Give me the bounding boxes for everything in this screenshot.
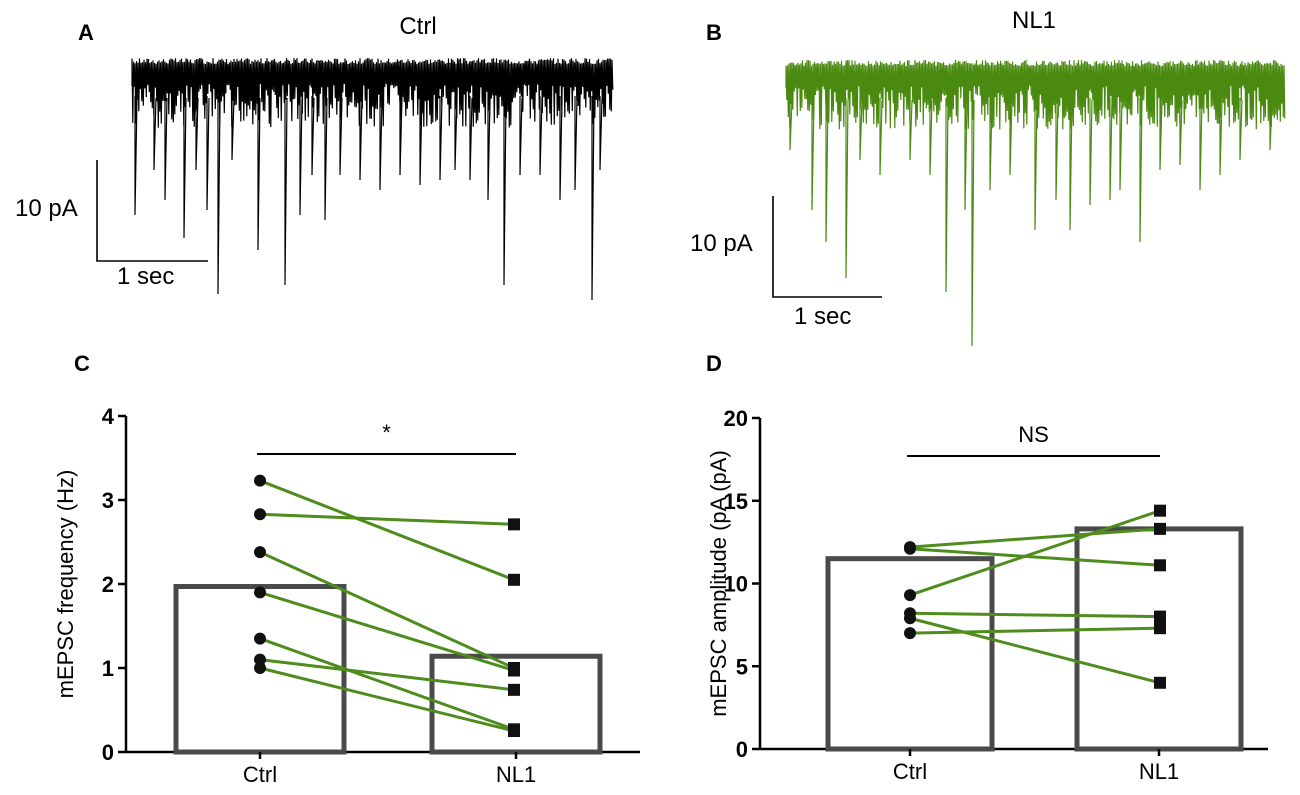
- ctrl-trace: [131, 58, 614, 301]
- panel-a-scale-x: 1 sec: [117, 263, 174, 290]
- panel-b-scale-bar: [772, 196, 882, 298]
- x-tick-label: Ctrl: [893, 759, 927, 784]
- panel-b-scale-y: 10 pA: [690, 230, 753, 257]
- ctrl-point: [254, 662, 266, 674]
- nl1-point: [508, 518, 520, 531]
- pair-line: [259, 479, 515, 582]
- pair-line: [909, 527, 1161, 549]
- nl1-point: [508, 573, 520, 586]
- ctrl-point: [254, 546, 266, 559]
- pair-line: [259, 590, 515, 672]
- nl1-point: [508, 725, 520, 737]
- panel-a-title: Ctrl: [399, 13, 436, 40]
- ctrl-point: [254, 632, 266, 645]
- pair-line: [259, 666, 515, 733]
- significance-label: NS: [1018, 422, 1049, 447]
- nl1-point: [1154, 676, 1166, 689]
- panel-a-letter: A: [78, 20, 94, 45]
- panel-b-title: NL1: [1012, 7, 1056, 34]
- pair-line: [909, 611, 1161, 619]
- amplitude-chart: 0 5 10 15 20 mEPSC amplitude (pA (pA) Ctrl NL1 N…: [706, 406, 1268, 784]
- ctrl-point: [254, 586, 266, 599]
- ctrl-point: [254, 474, 266, 487]
- panel-a-scale-y: 10 pA: [15, 195, 78, 222]
- pair-line: [909, 626, 1161, 635]
- pair-line: [909, 616, 1161, 685]
- frequency-chart: 0 1 2 3 4 mEPSC frequency (Hz) Ctrl NL1 *: [53, 404, 640, 787]
- pair-line: [259, 637, 515, 731]
- panel-d-letter: D: [706, 351, 722, 376]
- x-tick-label: NL1: [496, 762, 536, 787]
- nl1-point: [1154, 522, 1166, 535]
- panel-a-scale-bar: [96, 160, 208, 262]
- y-tick-label: 3: [102, 488, 114, 513]
- y-tick-label: 0: [736, 737, 748, 762]
- y-tick-label: 2: [102, 572, 114, 597]
- significance-label: *: [382, 420, 391, 445]
- pair-line: [909, 547, 1161, 567]
- ctrl-point: [254, 508, 266, 521]
- pair-line: [259, 512, 515, 526]
- pair-line: [259, 550, 515, 670]
- ctrl-point: [904, 612, 916, 625]
- ctrl-point: [904, 542, 916, 555]
- y-axis-label: mEPSC amplitude (pA (pA): [706, 450, 731, 717]
- ctrl-point: [254, 653, 266, 666]
- y-tick-label: 10: [724, 572, 748, 597]
- nl1-point: [1154, 559, 1166, 572]
- nl1-point: [508, 683, 520, 696]
- y-tick-label: 1: [102, 656, 114, 681]
- y-tick-label: 20: [724, 406, 748, 431]
- y-axis-label: mEPSC frequency (Hz): [53, 470, 78, 699]
- panel-c-letter: C: [74, 351, 90, 376]
- ctrl-point: [904, 627, 916, 640]
- ctrl-point: [904, 589, 916, 602]
- nl1-point: [1154, 622, 1166, 635]
- pair-line: [259, 658, 515, 692]
- nl1-point: [508, 664, 520, 677]
- y-tick-label: 15: [724, 489, 748, 514]
- pair-line: [909, 509, 1161, 597]
- x-tick-label: Ctrl: [243, 762, 277, 787]
- x-tick-label: NL1: [1139, 759, 1179, 784]
- y-tick-label: 0: [102, 740, 114, 765]
- panel-b-letter: B: [706, 20, 722, 45]
- nl1-point: [1154, 504, 1166, 517]
- bar-ctrl: [825, 556, 995, 752]
- nl1-point: [1154, 610, 1166, 623]
- panel-b-scale-x: 1 sec: [794, 303, 851, 330]
- y-tick-label: 4: [102, 404, 115, 429]
- y-tick-label: 5: [736, 654, 748, 679]
- nl1-trace: [785, 59, 1286, 347]
